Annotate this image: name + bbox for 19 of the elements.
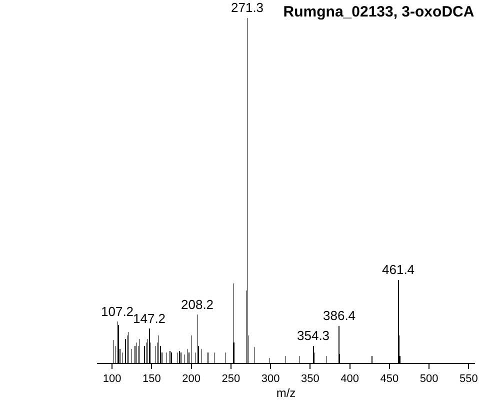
annotation: 386.4 xyxy=(323,308,356,323)
x-tick-label: 350 xyxy=(300,373,320,386)
annotation: 107.2 xyxy=(101,304,134,319)
x-tick-label: 500 xyxy=(420,373,438,386)
x-tick-label: 550 xyxy=(459,373,478,386)
annotation: 461.4 xyxy=(382,262,415,277)
annotation: 354.3 xyxy=(297,328,330,343)
x-axis-title: m/z xyxy=(276,386,296,400)
x-tick-label: 200 xyxy=(182,373,200,386)
chart-title: Rumgna_02133, 3-oxoDCA xyxy=(283,4,474,21)
x-tick-label: 100 xyxy=(102,373,122,386)
x-tick-label: 450 xyxy=(380,373,399,386)
x-tick-label: 150 xyxy=(142,373,161,386)
annotation: 147.2 xyxy=(133,311,166,326)
annotation: 271.3 xyxy=(231,0,264,15)
x-tick-label: 400 xyxy=(340,373,359,386)
annotation: 208.2 xyxy=(181,297,214,312)
x-tick-label: 300 xyxy=(261,373,280,386)
x-tick-label: 250 xyxy=(222,373,240,386)
